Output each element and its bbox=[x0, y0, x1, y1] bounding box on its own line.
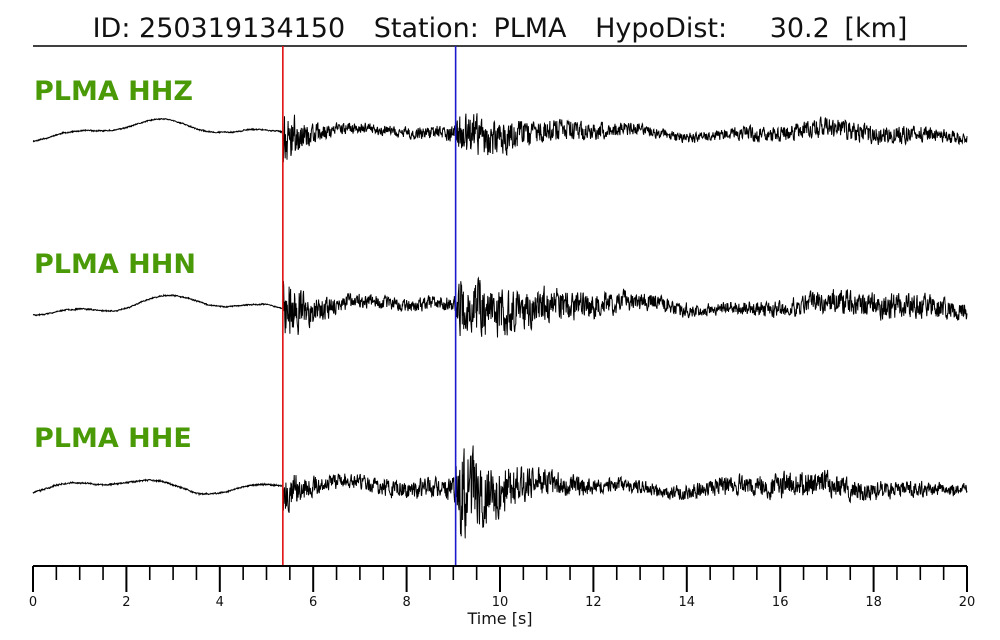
id-label: ID: bbox=[93, 13, 131, 44]
trace-hhe bbox=[32, 445, 968, 539]
x-tick-label: 20 bbox=[959, 595, 976, 610]
hypodist-unit: [km] bbox=[844, 13, 907, 44]
station-value: PLMA bbox=[493, 13, 567, 44]
event-id: 250319134150 bbox=[139, 13, 345, 44]
x-tick-label: 18 bbox=[865, 595, 882, 610]
x-tick-label: 2 bbox=[122, 595, 130, 610]
x-tick-label: 4 bbox=[216, 595, 224, 610]
x-axis-label: Time [s] bbox=[466, 609, 532, 628]
picks-group bbox=[282, 46, 457, 566]
x-tick-label: 14 bbox=[679, 595, 696, 610]
hypodist-value: 30.2 bbox=[770, 13, 830, 44]
figure-title: ID: 250319134150 Station: PLMA HypoDist:… bbox=[93, 13, 908, 44]
trace-hhz bbox=[32, 113, 968, 163]
channel-label-hhn: PLMA HHN bbox=[34, 249, 196, 280]
x-tick-label: 0 bbox=[29, 595, 37, 610]
trace-hhn bbox=[32, 276, 968, 338]
x-tick-label: 8 bbox=[402, 595, 410, 610]
x-tick-label: 12 bbox=[585, 595, 602, 610]
traces-group bbox=[32, 113, 968, 539]
x-tick-label: 6 bbox=[309, 595, 317, 610]
x-tick-label: 10 bbox=[492, 595, 509, 610]
channel-label-hhz: PLMA HHZ bbox=[34, 76, 193, 107]
channel-label-hhe: PLMA HHE bbox=[34, 423, 192, 454]
x-tick-label: 16 bbox=[772, 595, 789, 610]
x-axis: 0 2 4 6 8 10 12 14 16 18 20 bbox=[29, 565, 976, 610]
station-label: Station: bbox=[374, 13, 479, 44]
hypodist-label: HypoDist: bbox=[595, 13, 727, 44]
